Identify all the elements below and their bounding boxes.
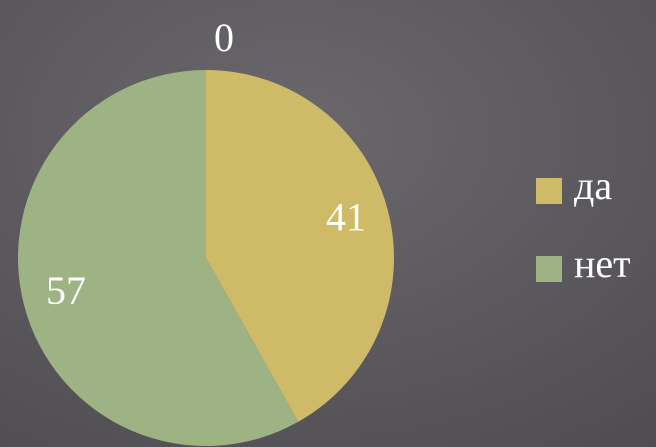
data-label: 57 <box>46 268 86 313</box>
legend-swatch <box>536 256 562 282</box>
legend-label: нет <box>574 241 631 286</box>
pie-slice <box>17 70 299 447</box>
data-label: 41 <box>326 194 366 239</box>
legend-swatch <box>536 178 562 204</box>
legend-label: да <box>574 163 612 208</box>
pie-slice <box>206 70 394 422</box>
annotation: 0 <box>214 15 234 60</box>
